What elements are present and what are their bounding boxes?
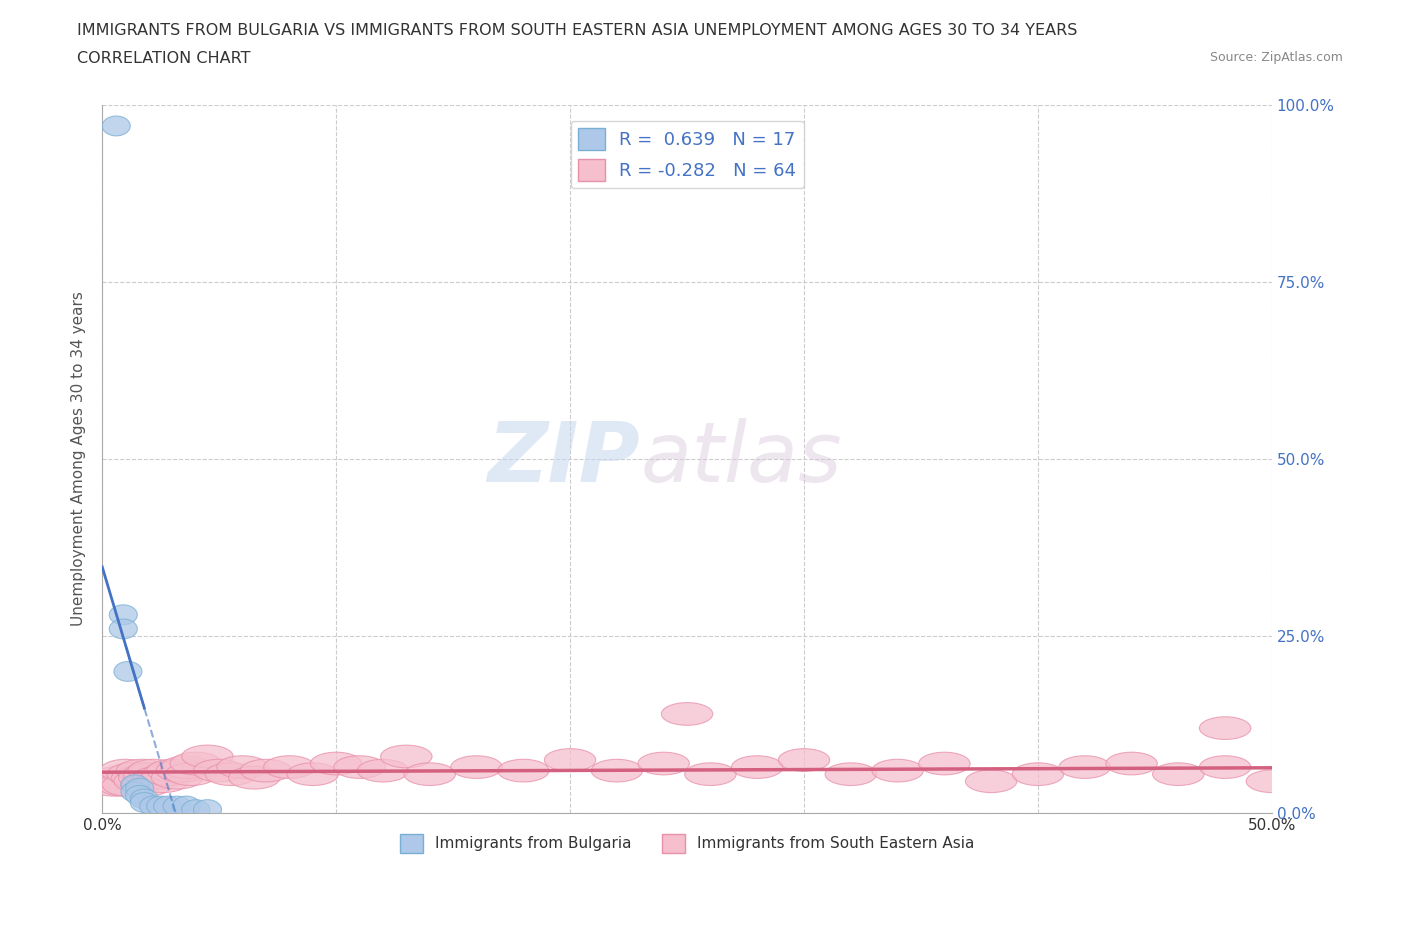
Ellipse shape [1105,752,1157,775]
Ellipse shape [544,749,596,771]
Ellipse shape [170,752,222,775]
Text: ZIP: ZIP [488,418,640,499]
Text: atlas: atlas [640,418,842,499]
Ellipse shape [125,778,153,798]
Ellipse shape [125,786,153,805]
Ellipse shape [146,796,174,816]
Ellipse shape [205,763,257,786]
Y-axis label: Unemployment Among Ages 30 to 34 years: Unemployment Among Ages 30 to 34 years [72,291,86,626]
Ellipse shape [139,796,167,816]
Ellipse shape [131,789,159,809]
Ellipse shape [264,756,315,778]
Ellipse shape [918,752,970,775]
Ellipse shape [1153,763,1204,786]
Ellipse shape [93,766,145,789]
Text: CORRELATION CHART: CORRELATION CHART [77,51,250,66]
Ellipse shape [240,759,291,782]
Ellipse shape [1246,770,1298,792]
Ellipse shape [1199,717,1251,739]
Ellipse shape [103,116,131,136]
Ellipse shape [121,782,149,802]
Ellipse shape [1386,763,1406,786]
Ellipse shape [498,759,548,782]
Ellipse shape [124,763,174,786]
Ellipse shape [1294,752,1344,775]
Ellipse shape [128,759,180,782]
Ellipse shape [1340,759,1391,782]
Ellipse shape [591,759,643,782]
Ellipse shape [357,759,409,782]
Ellipse shape [217,756,269,778]
Ellipse shape [138,770,188,792]
Ellipse shape [152,766,202,789]
Ellipse shape [89,774,139,796]
Ellipse shape [1059,756,1111,778]
Ellipse shape [166,763,217,786]
Ellipse shape [638,752,689,775]
Ellipse shape [114,770,166,792]
Ellipse shape [160,756,212,778]
Ellipse shape [229,766,280,789]
Ellipse shape [173,796,201,816]
Text: IMMIGRANTS FROM BULGARIA VS IMMIGRANTS FROM SOUTH EASTERN ASIA UNEMPLOYMENT AMON: IMMIGRANTS FROM BULGARIA VS IMMIGRANTS F… [77,23,1078,38]
Ellipse shape [404,763,456,786]
Ellipse shape [131,792,159,813]
Legend: Immigrants from Bulgaria, Immigrants from South Eastern Asia: Immigrants from Bulgaria, Immigrants fro… [394,828,980,858]
Ellipse shape [103,774,153,796]
Ellipse shape [146,759,198,782]
Ellipse shape [156,759,208,782]
Ellipse shape [685,763,737,786]
Ellipse shape [121,775,149,795]
Ellipse shape [1012,763,1064,786]
Ellipse shape [194,800,222,819]
Ellipse shape [194,759,245,782]
Ellipse shape [381,745,432,768]
Ellipse shape [966,770,1017,792]
Ellipse shape [114,661,142,682]
Ellipse shape [311,752,361,775]
Ellipse shape [451,756,502,778]
Ellipse shape [661,703,713,725]
Ellipse shape [1199,756,1251,778]
Ellipse shape [779,749,830,771]
Ellipse shape [110,604,138,625]
Ellipse shape [872,759,924,782]
Ellipse shape [100,759,152,782]
Ellipse shape [333,756,385,778]
Ellipse shape [97,774,149,796]
Ellipse shape [110,619,138,639]
Text: Source: ZipAtlas.com: Source: ZipAtlas.com [1209,51,1343,64]
Ellipse shape [132,766,184,789]
Ellipse shape [163,796,191,816]
Ellipse shape [117,759,167,782]
Ellipse shape [111,766,163,789]
Ellipse shape [153,796,181,816]
Ellipse shape [731,756,783,778]
Ellipse shape [118,766,170,789]
Ellipse shape [287,763,339,786]
Ellipse shape [181,745,233,768]
Ellipse shape [142,763,194,786]
Ellipse shape [825,763,876,786]
Ellipse shape [121,774,173,796]
Ellipse shape [107,763,159,786]
Ellipse shape [181,800,209,819]
